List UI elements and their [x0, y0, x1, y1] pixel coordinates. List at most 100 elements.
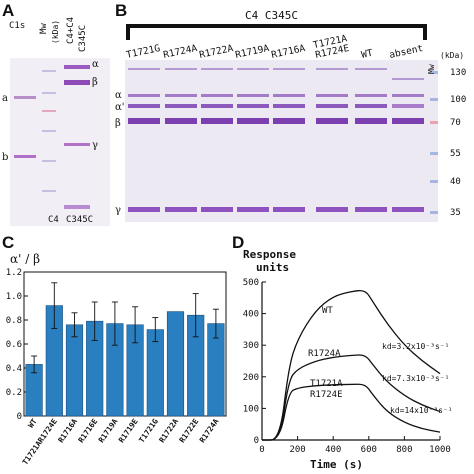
chart-d-ytick-label: 0: [254, 436, 259, 446]
gel-b-background: [125, 60, 438, 222]
gel-b-band-beta: [201, 118, 233, 124]
gel-b-bands: [128, 68, 438, 214]
panel-b-letter: B: [115, 1, 127, 20]
chart-c-category-label: R1724A: [198, 417, 221, 445]
chart-d-xtick-label: 600: [361, 445, 377, 455]
chart-c-ytick-label: 0.8: [6, 316, 22, 326]
chart-c-ytick-label: 0.4: [6, 364, 22, 374]
panel-d-curve-r1724a: R1724A: [308, 349, 341, 359]
chart-d-ytick-label: 300: [243, 341, 259, 351]
panel-d-kd-r1724a: kd=7.3x10⁻³s⁻¹: [382, 374, 449, 383]
chart-c-ytick-label: 0.6: [6, 340, 22, 350]
chart-c-category-label: R1716A: [56, 417, 79, 445]
gel-b-band-alpha-prime: [392, 104, 424, 108]
gel-b-band-alpha-prime: [355, 104, 387, 108]
panel-a-band-beta-label: β: [92, 77, 98, 88]
gel-b-band-alpha: [165, 94, 197, 97]
gel-b-mw-marker: [430, 98, 438, 101]
chart-c-ytick-label: 0.2: [6, 388, 22, 398]
gel-b-mw-marker: [430, 180, 438, 183]
chart-c-bar: [146, 329, 164, 417]
gel-a-band-a: [14, 96, 36, 99]
chart-c-bar: [65, 324, 84, 417]
gel-b-band-top: [237, 68, 269, 70]
panel-c-letter: C: [2, 233, 14, 252]
gel-b-band-alpha-prime: [128, 104, 160, 108]
panel-a-band-alpha-label: α: [92, 59, 99, 70]
panel-b-lane-label: WT: [360, 48, 374, 61]
gel-b-band-beta: [128, 118, 160, 124]
panel-b-lane-label: R1722A: [198, 43, 234, 61]
panel-d-ylabel-line1: Response: [243, 248, 296, 261]
gel-b-band-alpha-prime: [201, 104, 233, 108]
gel-b-band-alpha: [201, 94, 233, 97]
panel-b-band-beta-label: β: [115, 118, 121, 129]
panel-d-xlabel: Time (s): [310, 458, 363, 471]
panel-d-chart: 0 100 200 300 400 500 0 200 400 600 800 1000: [243, 278, 451, 455]
gel-b-band-gamma: [392, 207, 424, 212]
gel-b-band-top: [392, 78, 424, 80]
panel-b-mw-value: 55: [450, 149, 461, 159]
panel-b-mw-value: 100: [450, 95, 466, 105]
gel-a-marker: [42, 92, 56, 94]
gel-b-band-alpha: [392, 94, 424, 97]
gel-a-band-gamma: [64, 143, 90, 146]
chart-c-category-label: R1719A: [97, 417, 120, 445]
panel-b-kda-label: (kDa): [440, 51, 464, 60]
panel-b-mw-value: 70: [450, 118, 461, 128]
chart-d-ytick-label: 500: [243, 278, 259, 288]
chart-c-category-label: T1721G: [137, 417, 160, 445]
panel-a-letter: A: [2, 1, 14, 20]
gel-b-mw-marker: [430, 121, 438, 124]
panel-a-lane-kda: (kDa): [51, 20, 60, 44]
chart-c-category-label: R1716E: [76, 417, 99, 445]
panel-b-band-alpha-prime-label: α': [115, 102, 125, 113]
gel-b-band-alpha-prime: [237, 104, 269, 108]
gel-b-band-alpha: [128, 94, 160, 97]
gel-a-marker: [42, 160, 56, 162]
panel-b-band-gamma-label: γ: [115, 205, 121, 216]
gel-b-band-top: [316, 68, 348, 70]
gel-b-band-gamma: [201, 207, 233, 212]
panel-a-band-b-label: b: [2, 152, 8, 163]
gel-b-band-alpha-prime: [273, 104, 305, 108]
panel-c-ylabel: α' / β: [10, 252, 40, 266]
gel-b-band-gamma: [355, 207, 387, 212]
chart-d-xtick-label: 800: [396, 445, 412, 455]
gel-b-band-gamma: [237, 207, 269, 212]
gel-a-band-alpha: [64, 65, 90, 69]
gel-b-band-beta: [392, 118, 424, 124]
gel-b-band-top: [201, 68, 233, 70]
panel-b-header: C4 C345C: [245, 9, 298, 22]
gel-b-band-gamma: [316, 207, 348, 212]
gel-b-band-alpha: [237, 94, 269, 97]
panel-d-ylabel-line2: units: [256, 261, 289, 274]
chart-d-series-line: [262, 383, 441, 441]
gel-b-mw-marker: [430, 211, 438, 214]
panel-a-lane-c4c4: C4+C4: [66, 17, 76, 44]
gel-b-band-beta: [237, 118, 269, 124]
gel-a-band-beta: [64, 80, 90, 85]
chart-d-xtick-label: 200: [289, 445, 305, 455]
chart-d-ytick-label: 200: [243, 373, 259, 383]
panel-b-lane-labels: T1721G R1724A R1722A R1719A R1716AT1721AR172…: [125, 33, 424, 61]
panel-d-curve-t1721a-1: T1721A: [310, 379, 343, 389]
gel-b-band-beta: [165, 118, 197, 124]
panel-a-bottom-c4: C4: [48, 215, 59, 225]
panel-c-chart: 00.20.40.60.81.01.2WTT1721AR1724ER1716AR…: [6, 268, 227, 467]
panel-a-band-gamma-label: γ: [92, 140, 98, 151]
gel-b-band-gamma: [128, 207, 160, 212]
chart-c-category-label: WT: [26, 417, 39, 430]
gel-a-background: [10, 58, 110, 226]
panel-b-mw-value: 40: [450, 177, 461, 187]
panel-d-kd-t1721a: kd=14x10⁻³s⁻¹: [390, 406, 453, 415]
panel-b-header-bracket: [126, 24, 427, 40]
panel-b-lane-label: T1721G: [125, 43, 161, 61]
gel-a-marker: [42, 110, 56, 112]
panel-b-mw-value: 130: [450, 68, 466, 78]
gel-b-band-top: [355, 68, 387, 70]
gel-b-band-alpha: [355, 94, 387, 97]
panel-b-mw-value: 35: [450, 208, 461, 218]
gel-b-mw-marker: [430, 152, 438, 155]
